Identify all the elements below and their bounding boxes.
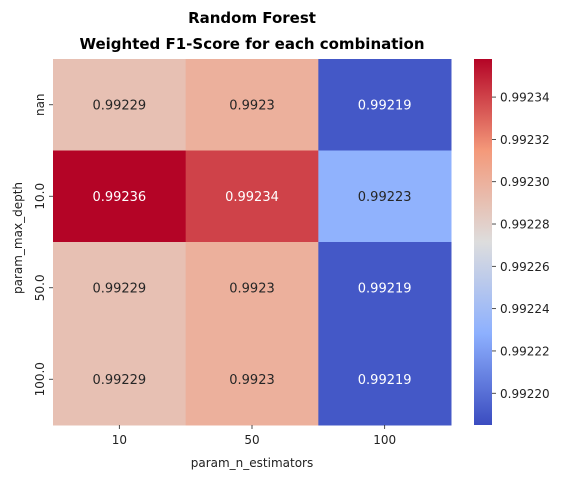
y-axis-ticks: nan 10.0 50.0 100.0 [33,93,53,396]
x-axis-ticks: 10 50 100 [112,425,396,447]
heatmap-cell [185,242,319,334]
heatmap-cells: 0.99229 0.9923 0.99219 0.99236 0.99234 0.9922… [53,59,452,426]
cell-value-label: 0.99229 [92,373,146,388]
colorbar-tick-label: 0.99220 [500,387,550,401]
heatmap-cell [53,333,187,426]
cell-value-label: 0.99219 [358,98,412,113]
heatmap-cell [318,150,452,243]
heatmap-cell [318,333,452,426]
x-tick-label: 50 [244,433,259,447]
heatmap-cell [318,242,452,334]
heatmap-cell [185,333,319,426]
colorbar-tick-label: 0.99228 [500,218,550,232]
cell-value-label: 0.99219 [358,373,412,388]
x-axis-label: param_n_estimators [191,456,314,470]
y-tick-label: 100.0 [33,362,47,396]
cell-value-label: 0.99229 [92,98,146,113]
colorbar-tick-label: 0.99224 [500,302,550,316]
y-axis-label: param_max_depth [11,182,25,294]
cell-value-label: 0.99223 [358,190,412,205]
heatmap-cell [53,242,187,334]
colorbar-tick-label: 0.99226 [500,260,550,274]
colorbar: 0.99220 0.99222 0.99224 0.99226 0.99228 0.992… [474,59,550,425]
colorbar-gradient [474,59,492,425]
x-tick-label: 10 [112,433,127,447]
cell-value-label: 0.99219 [358,281,412,296]
x-tick-label: 100 [373,433,396,447]
heatmap-cell [318,59,452,151]
colorbar-tick-label: 0.99232 [500,133,550,147]
cell-value-label: 0.9923 [229,281,275,296]
y-tick-label: nan [33,93,47,116]
heatmap-cell [53,150,187,243]
colorbar-tick-label: 0.99222 [500,344,550,358]
cell-value-label: 0.99229 [92,281,146,296]
y-tick-label: 50.0 [33,274,47,301]
chart-title-line-2: Weighted F1-Score for each combination [79,35,424,53]
cell-value-label: 0.9923 [229,373,275,388]
chart-title-line-1: Random Forest [188,9,316,27]
colorbar-tick-label: 0.99230 [500,175,550,189]
heatmap-cell [185,59,319,151]
cell-value-label: 0.99236 [92,190,146,205]
heatmap-cell [185,150,319,243]
heatmap-cell [53,59,187,151]
colorbar-tick-label: 0.99234 [500,91,550,105]
cell-value-label: 0.9923 [229,98,275,113]
cell-value-label: 0.99234 [225,190,279,205]
y-tick-label: 10.0 [33,183,47,210]
